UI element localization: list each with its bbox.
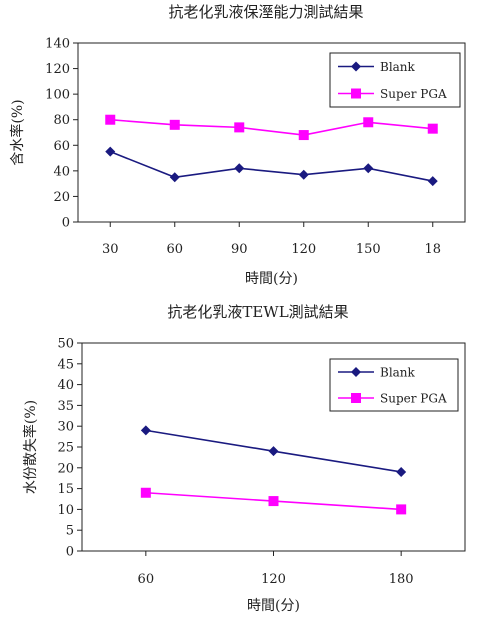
y-tick-label: 20 xyxy=(53,190,70,205)
data-point-square xyxy=(396,504,407,515)
y-tick-label: 140 xyxy=(45,37,70,52)
data-point-diamond xyxy=(396,466,407,477)
x-tick-label: 120 xyxy=(291,242,316,257)
y-tick-label: 60 xyxy=(53,139,70,154)
y-tick-label: 100 xyxy=(45,88,70,103)
chart-title: 抗老化乳液保溼能力測試結果 xyxy=(168,3,363,21)
data-point-square xyxy=(169,119,180,130)
data-point-diamond xyxy=(363,163,374,174)
x-tick-label: 60 xyxy=(166,242,183,257)
y-axis-label: 含水率(%) xyxy=(9,99,26,165)
data-point-diamond xyxy=(234,163,245,174)
data-point-square xyxy=(140,487,151,498)
legend-label: Super PGA xyxy=(380,392,447,406)
data-point-diamond xyxy=(268,446,279,457)
x-tick-label: 180 xyxy=(389,572,414,587)
plot-area xyxy=(77,42,466,223)
y-tick-label: 50 xyxy=(57,337,74,352)
y-tick-label: 40 xyxy=(53,164,70,179)
data-point-diamond xyxy=(140,425,151,436)
data-point-diamond xyxy=(169,172,180,183)
legend-label: Blank xyxy=(380,60,416,74)
y-tick-label: 20 xyxy=(57,461,74,476)
y-tick-label: 30 xyxy=(57,420,74,435)
chart-title: 抗老化乳液TEWL測試結果 xyxy=(167,303,348,321)
y-tick-label: 35 xyxy=(57,399,74,414)
y-axis-label: 水份散失率(%) xyxy=(22,400,39,494)
x-tick-label: 150 xyxy=(356,242,381,257)
y-tick-label: 0 xyxy=(62,216,70,231)
y-tick-label: 45 xyxy=(57,357,74,372)
data-point-diamond xyxy=(105,146,116,157)
data-point-square xyxy=(105,114,116,125)
x-tick-label: 60 xyxy=(138,572,155,587)
x-tick-label: 18 xyxy=(424,242,441,257)
y-tick-label: 0 xyxy=(66,545,74,560)
x-axis-label: 時間(分) xyxy=(247,598,300,614)
x-tick-label: 120 xyxy=(261,572,286,587)
legend-marker-square xyxy=(351,393,361,403)
data-point-square xyxy=(298,130,309,141)
x-tick-label: 90 xyxy=(231,242,248,257)
legend-box xyxy=(329,358,459,412)
data-point-diamond xyxy=(427,176,438,187)
y-tick-label: 120 xyxy=(45,62,70,77)
x-tick-label: 30 xyxy=(102,242,119,257)
data-point-square xyxy=(427,123,438,134)
legend-marker-square xyxy=(351,88,361,99)
legend-label: Super PGA xyxy=(380,87,447,101)
y-tick-label: 15 xyxy=(57,482,74,497)
moisture-chart: 抗老化乳液保溼能力測試結果 0 20 40 60 80 100 120 140 30 60 90 120… xyxy=(9,3,466,287)
series-line-blank xyxy=(109,150,433,182)
y-tick-label: 25 xyxy=(57,441,74,456)
legend-marker-diamond xyxy=(351,367,361,377)
data-point-square xyxy=(268,496,279,507)
y-tick-label: 80 xyxy=(53,113,70,128)
legend-label: Blank xyxy=(380,366,416,380)
series-line-super-pga xyxy=(110,118,433,136)
x-axis-label: 時間(分) xyxy=(245,271,298,287)
data-point-square xyxy=(363,117,374,128)
legend-marker-diamond xyxy=(351,61,361,72)
y-tick-label: 10 xyxy=(57,503,74,518)
y-tick-label: 5 xyxy=(66,524,74,539)
y-tick-label: 40 xyxy=(57,378,74,393)
tewl-chart: 抗老化乳液TEWL測試結果 0 5 10 15 20 25 30 35 40 45 50 60 120 18… xyxy=(22,303,466,614)
data-point-diamond xyxy=(298,169,309,180)
data-point-square xyxy=(234,122,245,133)
